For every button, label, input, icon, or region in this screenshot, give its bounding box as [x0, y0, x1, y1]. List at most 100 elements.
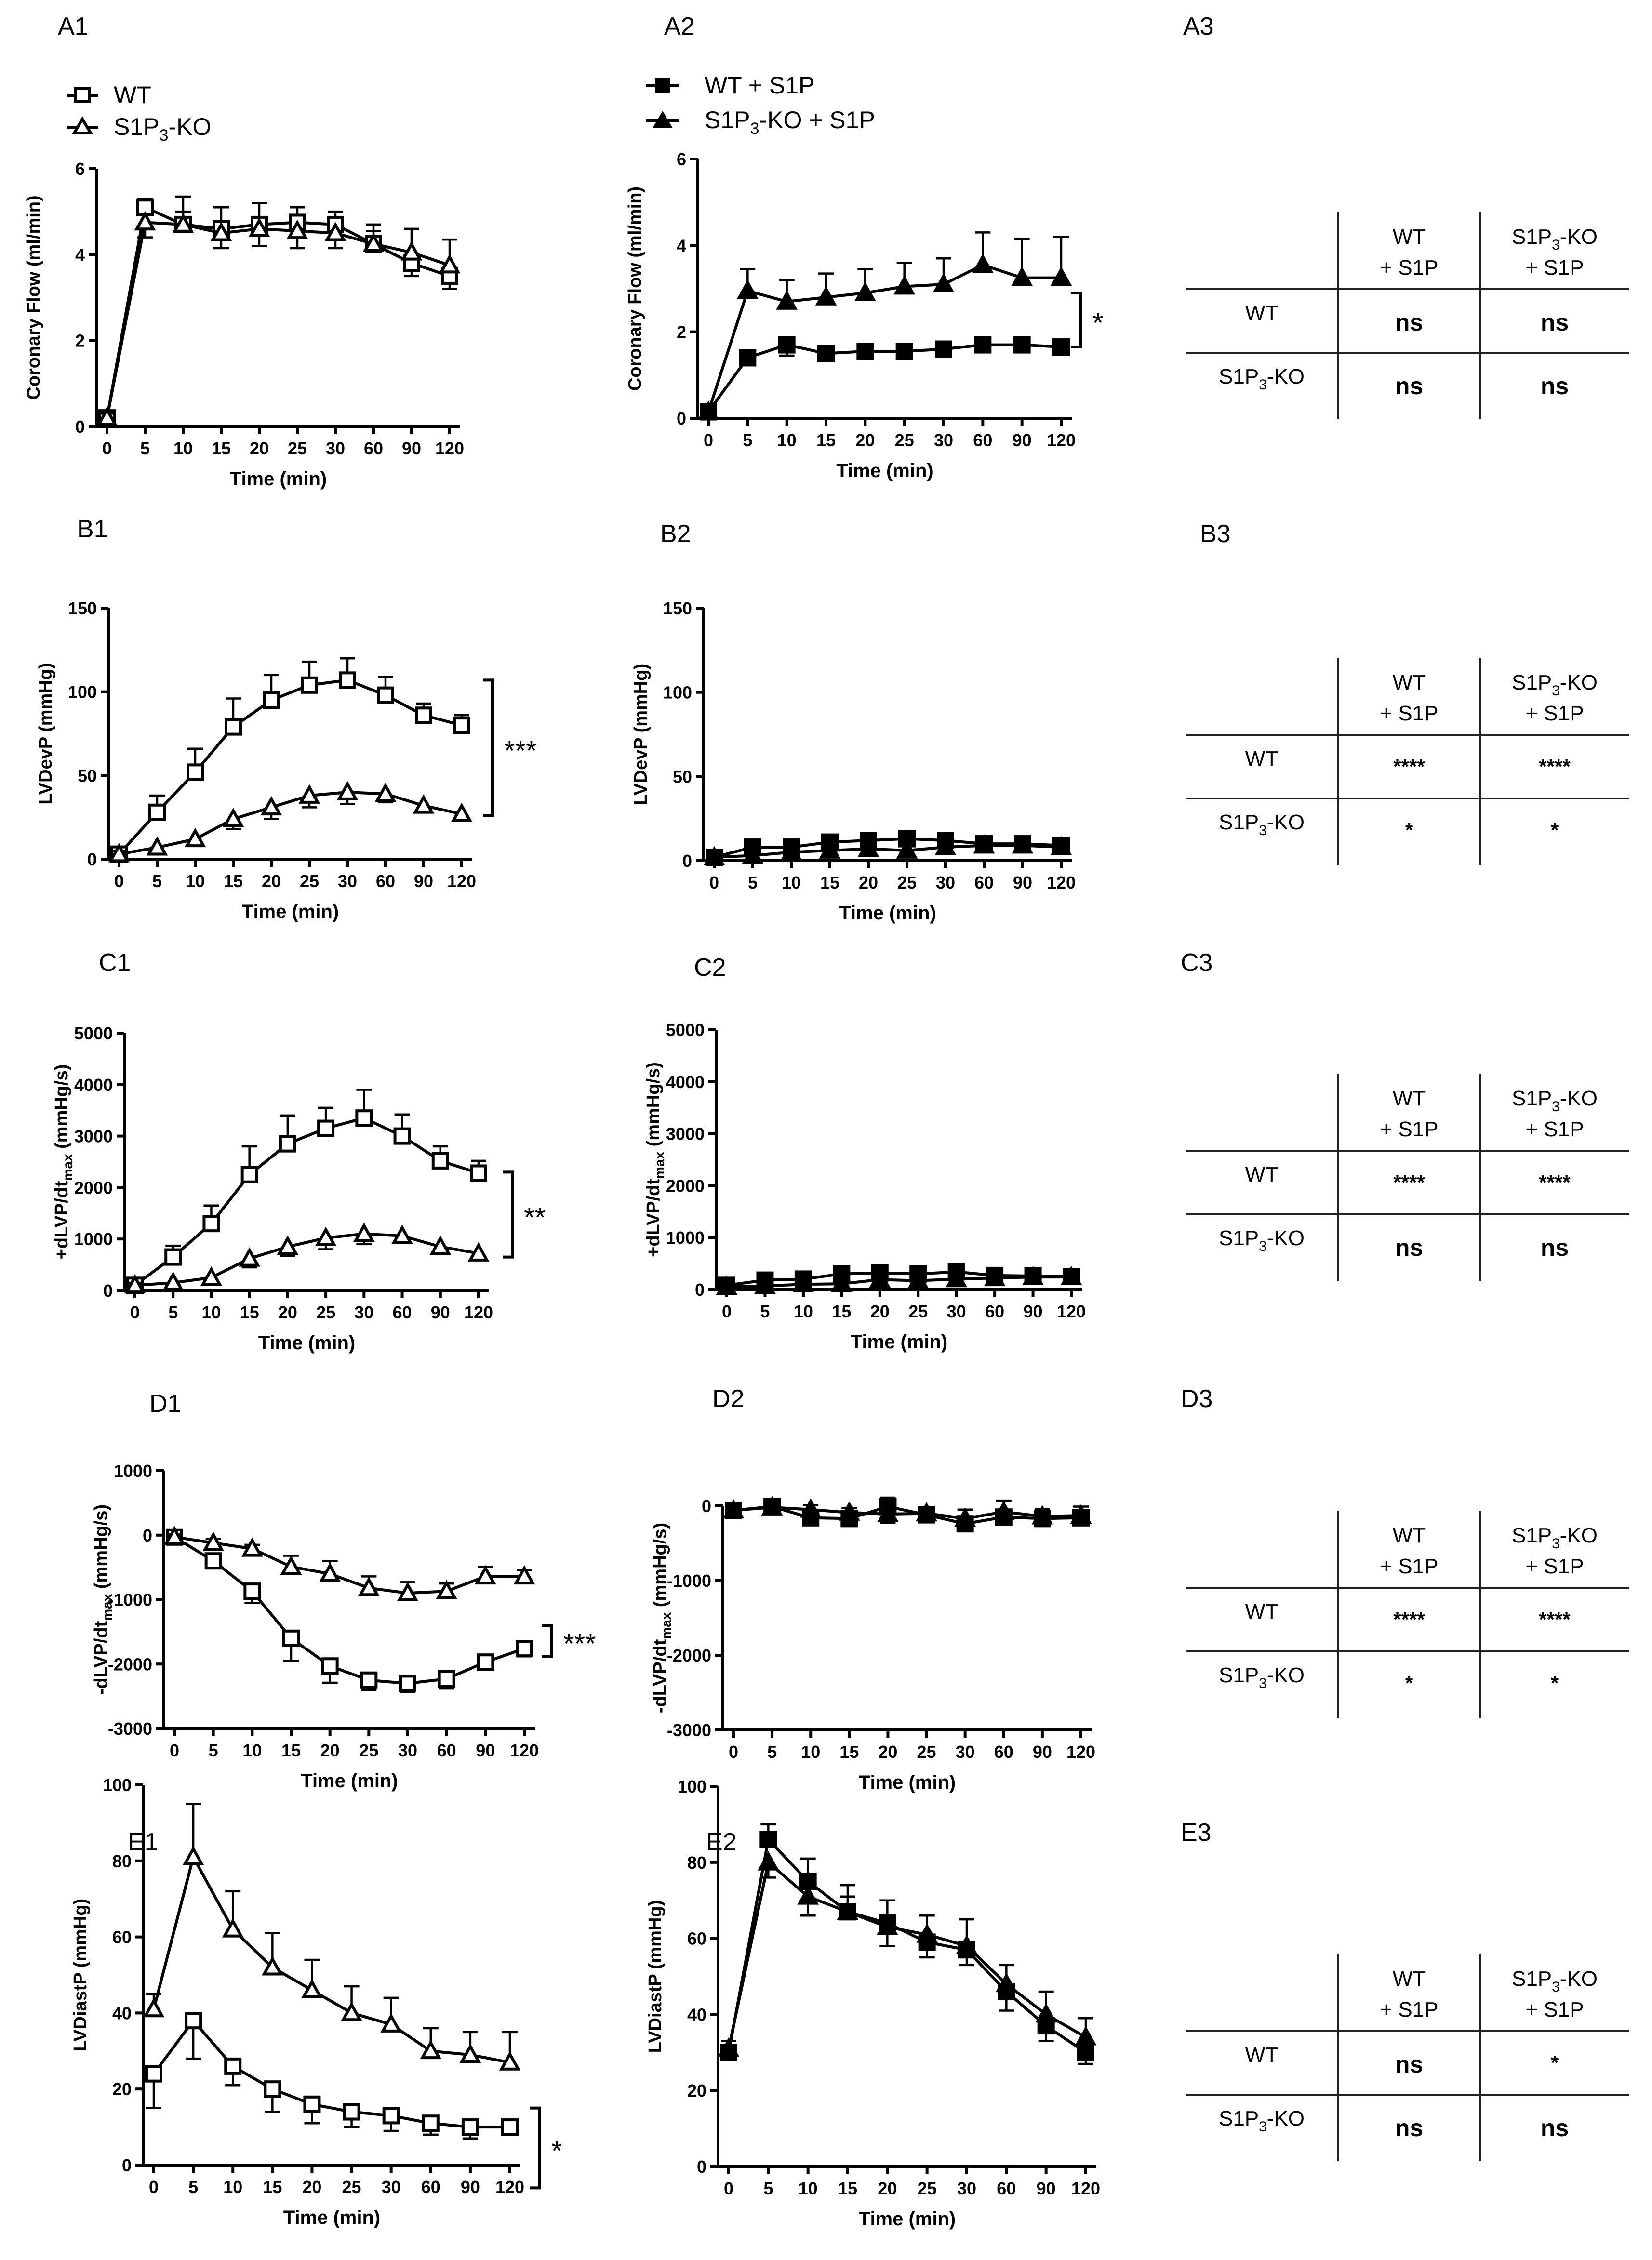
y-tick-label: 2000 — [74, 1178, 113, 1197]
data-point — [972, 253, 994, 273]
panel-label-e2: E2 — [706, 1828, 737, 1856]
data-point — [341, 2001, 362, 2021]
x-tick-label: 25 — [359, 1741, 378, 1760]
data-point — [461, 2118, 479, 2136]
data-point — [248, 217, 270, 237]
y-tick-label: 80 — [112, 1851, 132, 1871]
series-line — [726, 1270, 1072, 1287]
data-point — [264, 2080, 281, 2098]
table-col-header-main: S1P — [1512, 671, 1552, 694]
significance-label: * — [1092, 307, 1104, 339]
data-point — [453, 717, 470, 734]
data-point — [339, 671, 356, 689]
x-tick-label: 5 — [743, 430, 752, 450]
data-point — [282, 1629, 300, 1647]
legend-wt-marker — [74, 87, 91, 103]
x-tick-label: 15 — [281, 1741, 301, 1760]
table-row-header: WT — [1245, 2043, 1278, 2067]
x-tick-label: 60 — [393, 1303, 412, 1322]
table-cell: **** — [1539, 1171, 1571, 1194]
legend-ko-marker — [71, 116, 93, 134]
x-axis-label: Time (min) — [283, 2207, 381, 2228]
x-tick-label: 30 — [398, 1741, 417, 1760]
data-point — [993, 1500, 1015, 1520]
legend-ko-s1p-marker — [653, 111, 673, 128]
x-tick-label: 0 — [729, 1742, 738, 1762]
y-axis-label: +dLVP/dtmax (mmHg/s) — [643, 1062, 667, 1257]
panel-label-b3: B3 — [1200, 520, 1231, 548]
chart-d1: -3000 -2000 -1000 0 1000 0 5 10 15 20 25 30 60 90 120 T… — [91, 1461, 596, 1792]
series-line — [714, 844, 1062, 859]
table-row-header: S1P3-KO — [1219, 811, 1305, 838]
y-tick-label: 5000 — [74, 1024, 113, 1043]
series-line — [733, 1506, 1081, 1520]
y-tick-label: -3000 — [667, 1720, 711, 1740]
data-point — [716, 1276, 738, 1295]
series-line — [174, 1535, 524, 1595]
y-tick-label: 100 — [103, 1775, 132, 1795]
x-tick-label: 25 — [917, 1742, 936, 1762]
legend-ko-s1p-label-sub: 3 — [750, 120, 759, 138]
data-point — [317, 1119, 335, 1137]
data-point — [225, 718, 242, 736]
y-tick-label: 0 — [75, 417, 85, 437]
chart-c2: 0 1000 2000 3000 4000 5000 0 5 10 15 20 25 30 60 90 120… — [643, 1020, 1086, 1353]
data-point — [830, 1272, 853, 1292]
table-cell: ns — [1541, 1234, 1569, 1261]
table-cell: * — [1551, 2051, 1559, 2074]
significance-bracket — [1071, 291, 1082, 349]
data-point — [946, 1268, 968, 1288]
data-point — [163, 1526, 186, 1545]
y-axis-label-sub: max — [60, 1154, 75, 1181]
table-col-header: + S1P — [1525, 1555, 1584, 1578]
table-col-header: S1P3-KO — [1512, 671, 1598, 699]
x-tick-label: 20 — [878, 1742, 897, 1762]
data-point — [819, 839, 841, 859]
data-point — [877, 1502, 899, 1522]
y-axis-label: LVDiastP (mmHg) — [645, 1900, 666, 2053]
data-point — [896, 839, 918, 859]
table-col-header: + S1P — [1380, 256, 1438, 279]
data-point — [995, 1972, 1017, 1993]
y-axis-label: LVDevP (mmHg) — [631, 664, 651, 805]
data-point — [187, 763, 204, 781]
y-tick-label: 60 — [112, 1928, 132, 1947]
x-tick-label: 25 — [895, 430, 914, 450]
data-point — [353, 1223, 375, 1242]
x-axis-label: Time (min) — [242, 901, 339, 922]
series-1 — [126, 1089, 487, 1294]
x-tick-label: 0 — [704, 430, 713, 450]
x-axis-label: Time (min) — [859, 2208, 956, 2230]
x-tick-label: 30 — [326, 439, 345, 458]
data-point — [393, 1127, 411, 1145]
data-point — [838, 1501, 860, 1521]
series-2 — [96, 210, 461, 426]
y-tick-label: 0 — [87, 850, 97, 869]
x-tick-label: 60 — [985, 1302, 1004, 1321]
data-point — [134, 211, 156, 231]
x-tick-label: 90 — [1033, 1742, 1052, 1762]
table-row-header-rest: -KO — [1267, 811, 1305, 834]
table-col-header-sub: 3 — [1552, 237, 1560, 253]
significance-bracket — [530, 2106, 541, 2190]
data-point — [277, 1235, 299, 1255]
data-point — [260, 796, 282, 816]
x-tick-label: 60 — [364, 439, 383, 458]
x-tick-label: 25 — [908, 1302, 928, 1321]
x-tick-label: 25 — [288, 439, 307, 458]
table-row-header-rest: -KO — [1267, 1226, 1305, 1250]
data-point — [380, 2013, 402, 2033]
table-col-header: S1P3-KO — [1512, 225, 1598, 253]
series-line — [119, 791, 462, 856]
series-line — [707, 343, 1062, 413]
table-row-header-rest: -KO — [1267, 365, 1305, 388]
x-axis-label: Time (min) — [230, 468, 327, 490]
significance-bracket — [483, 678, 494, 817]
data-point — [1060, 1265, 1082, 1285]
data-point — [321, 1657, 339, 1675]
data-point — [185, 2012, 202, 2030]
series-line — [106, 221, 450, 418]
panel-label-d2: D2 — [712, 1385, 744, 1413]
